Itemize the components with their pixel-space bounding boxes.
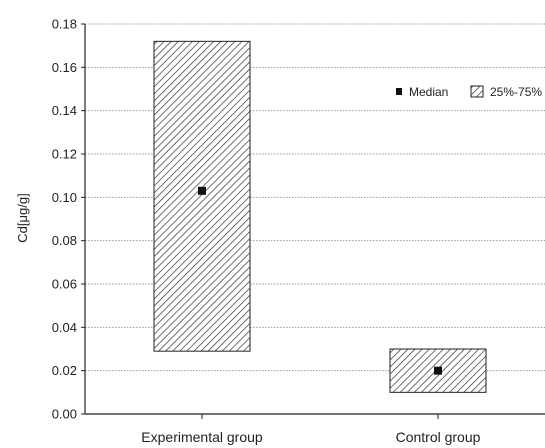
y-axis-title: Cd[μg/g] xyxy=(15,193,30,242)
axes xyxy=(81,23,545,419)
median-marker xyxy=(434,366,442,375)
y-tick-label: 0.10 xyxy=(52,190,77,205)
y-tick-labels: 0.00 0.02 0.04 0.06 0.08 0.10 0.12 0.14 0.16 0.18 xyxy=(52,17,77,422)
category-labels: Experimental group Control group xyxy=(141,429,480,445)
y-tick-label: 0.02 xyxy=(52,363,77,378)
category-label: Control group xyxy=(396,429,481,445)
y-tick-label: 0.18 xyxy=(52,17,77,32)
box-experimental xyxy=(153,40,251,352)
legend: Median 25%-75% xyxy=(396,85,542,99)
legend-median-label: Median xyxy=(409,85,448,99)
median-marker xyxy=(198,186,206,195)
y-tick-label: 0.00 xyxy=(52,407,77,422)
legend-range-swatch xyxy=(470,85,484,98)
y-tick-label: 0.06 xyxy=(52,277,77,292)
y-tick-label: 0.14 xyxy=(52,103,77,118)
boxes xyxy=(153,40,487,393)
category-label: Experimental group xyxy=(141,429,263,445)
legend-median-marker xyxy=(396,88,402,95)
y-tick-label: 0.16 xyxy=(52,60,77,75)
y-tick-label: 0.12 xyxy=(52,147,77,162)
legend-range-label: 25%-75% xyxy=(490,85,542,99)
y-tick-label: 0.08 xyxy=(52,233,77,248)
y-tick-label: 0.04 xyxy=(52,320,77,335)
